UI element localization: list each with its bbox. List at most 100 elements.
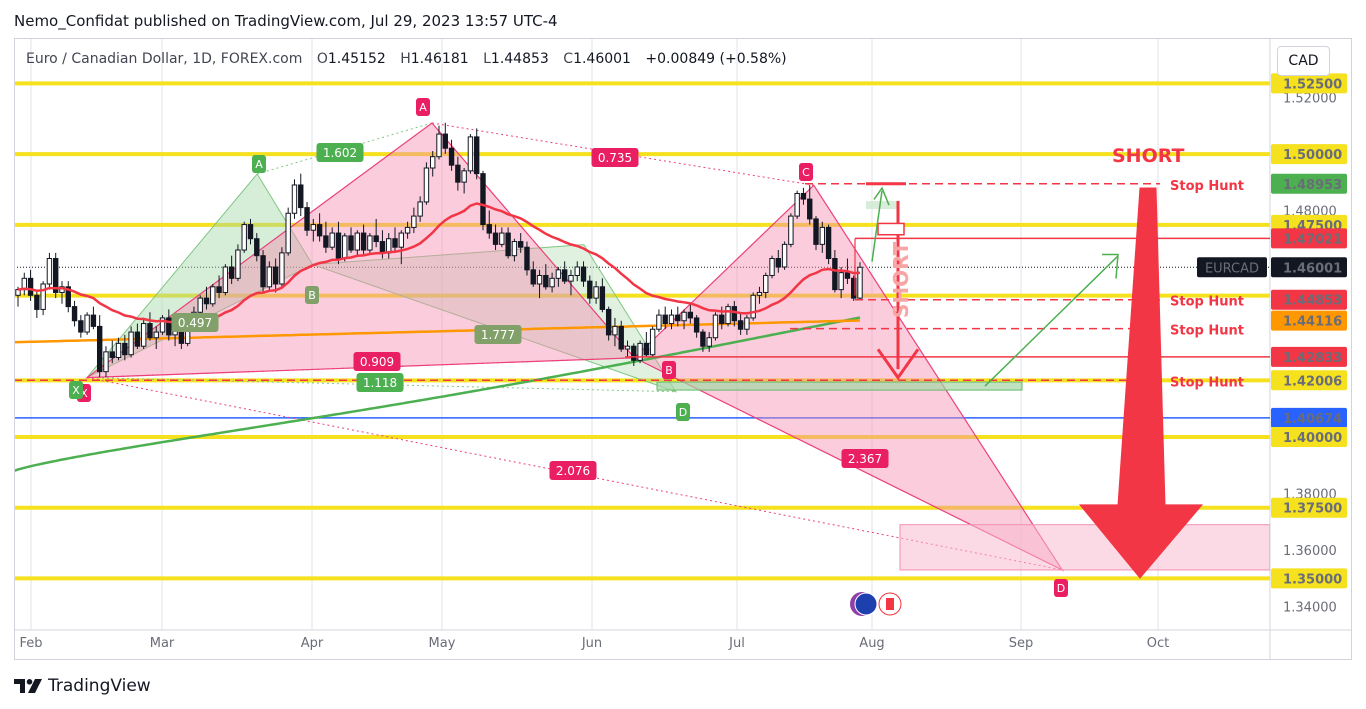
point-b-pink: B	[665, 364, 673, 377]
candle-body	[40, 283, 46, 310]
short-vertical-label: SHORT	[889, 241, 913, 318]
big-down-arrow	[1078, 187, 1204, 579]
candle-body	[637, 342, 643, 361]
candle-body	[122, 342, 128, 356]
time-axis-tick: Mar	[150, 636, 175, 651]
candle-body	[348, 235, 354, 251]
candle-body	[467, 136, 474, 172]
candle-body	[530, 269, 536, 285]
price-label: 1.37500	[1283, 502, 1342, 517]
candle-body	[310, 224, 317, 231]
price-label-bg	[1271, 407, 1347, 428]
ratio-label: 0.735	[598, 151, 632, 165]
candle-body	[379, 241, 386, 254]
candle-body	[247, 224, 254, 240]
time-axis-tick: Oct	[1147, 636, 1169, 651]
candle-body	[329, 232, 335, 248]
candle-body	[304, 207, 310, 231]
candle-body	[147, 323, 153, 339]
candle-body	[241, 224, 247, 251]
candle-body	[46, 258, 53, 285]
point-c-pink-bg	[799, 163, 813, 181]
candle-body	[643, 342, 650, 356]
green-arrow-line	[871, 190, 883, 262]
legend-change: +0.00849 (+0.58%)	[645, 51, 787, 67]
green-arrow-head	[873, 186, 890, 206]
candle-body	[474, 136, 480, 175]
candle-body	[96, 325, 103, 373]
price-label: 1.42833	[1283, 351, 1342, 366]
candle-body	[197, 297, 203, 313]
candle-body	[228, 266, 235, 279]
price-label-bg	[1271, 568, 1347, 589]
price-label-bg	[1271, 497, 1347, 518]
candle-body	[763, 274, 769, 293]
candle-body	[103, 351, 109, 373]
legend-open-label: O	[316, 51, 328, 67]
ratio-label: 0.909	[360, 355, 394, 369]
stop-hunt-label: Stop Hunt	[1170, 179, 1244, 194]
point-a-pink-bg	[416, 98, 430, 116]
candle-body	[203, 297, 210, 305]
short-arrow-head	[876, 348, 920, 381]
candle-body	[800, 192, 807, 200]
candle-body	[279, 252, 285, 285]
stop-hunt-label: Stop Hunt	[1170, 324, 1244, 339]
candle-body	[580, 266, 587, 282]
candle-body	[599, 286, 606, 310]
tradingview-brand[interactable]: TradingView	[14, 676, 151, 696]
candle-body	[505, 232, 511, 257]
point-x-green-bg	[69, 381, 83, 399]
price-label-bg	[1271, 173, 1347, 194]
candle-body	[511, 241, 518, 257]
price-label-bg	[1271, 144, 1347, 165]
candle-body	[134, 331, 141, 347]
candle-body	[693, 317, 700, 333]
price-label: 1.42006	[1283, 374, 1342, 389]
stop-hunt-label: Stop Hunt	[1170, 375, 1244, 390]
candle-body	[235, 249, 241, 279]
candle-body	[813, 218, 819, 245]
candle-body	[631, 345, 637, 361]
price-label-bg	[1271, 346, 1347, 367]
candle-body	[737, 320, 744, 330]
published-line: Nemo_Confidat published on TradingView.c…	[14, 12, 558, 30]
price-label: 1.40674	[1283, 412, 1342, 427]
candle-body	[53, 258, 59, 293]
pink-xb-line	[86, 357, 635, 379]
time-axis-tick: Aug	[859, 636, 884, 651]
candle-body	[624, 345, 631, 350]
point-c-pink: C	[802, 166, 810, 179]
ratio-label-bg	[316, 143, 364, 162]
legend-high-label: H	[400, 51, 411, 67]
candle-body	[756, 291, 763, 296]
price-label: 1.40000	[1283, 431, 1342, 446]
price-label: 1.48953	[1283, 178, 1342, 193]
short-title-label: SHORT	[1112, 145, 1185, 167]
candle-body	[272, 266, 279, 285]
candle-body	[360, 232, 367, 251]
legend-close-value: 1.46001	[573, 51, 631, 67]
harmonic-pattern-pink-bcd	[633, 184, 1064, 572]
candle-body	[844, 272, 851, 279]
currency-button[interactable]: CAD	[1277, 46, 1330, 76]
price-label-bg	[1271, 427, 1347, 447]
point-d-green: D	[679, 406, 687, 419]
candle-body	[807, 198, 813, 220]
candle-body	[486, 224, 492, 234]
candle-body	[750, 294, 756, 319]
candle-body	[574, 266, 580, 276]
price-label-bg	[1271, 310, 1347, 331]
target-zone	[899, 524, 1270, 571]
candle-body	[744, 317, 750, 330]
green-zone	[656, 381, 1023, 391]
point-a-green-bg	[252, 155, 266, 173]
candle-body	[832, 258, 838, 291]
price-axis-tick: 1.34000	[1283, 601, 1337, 616]
candle-body	[769, 258, 775, 276]
candle-body	[794, 192, 800, 217]
candle-body	[706, 337, 712, 347]
green-arrow-line	[984, 255, 1119, 387]
candle-body	[354, 232, 361, 251]
